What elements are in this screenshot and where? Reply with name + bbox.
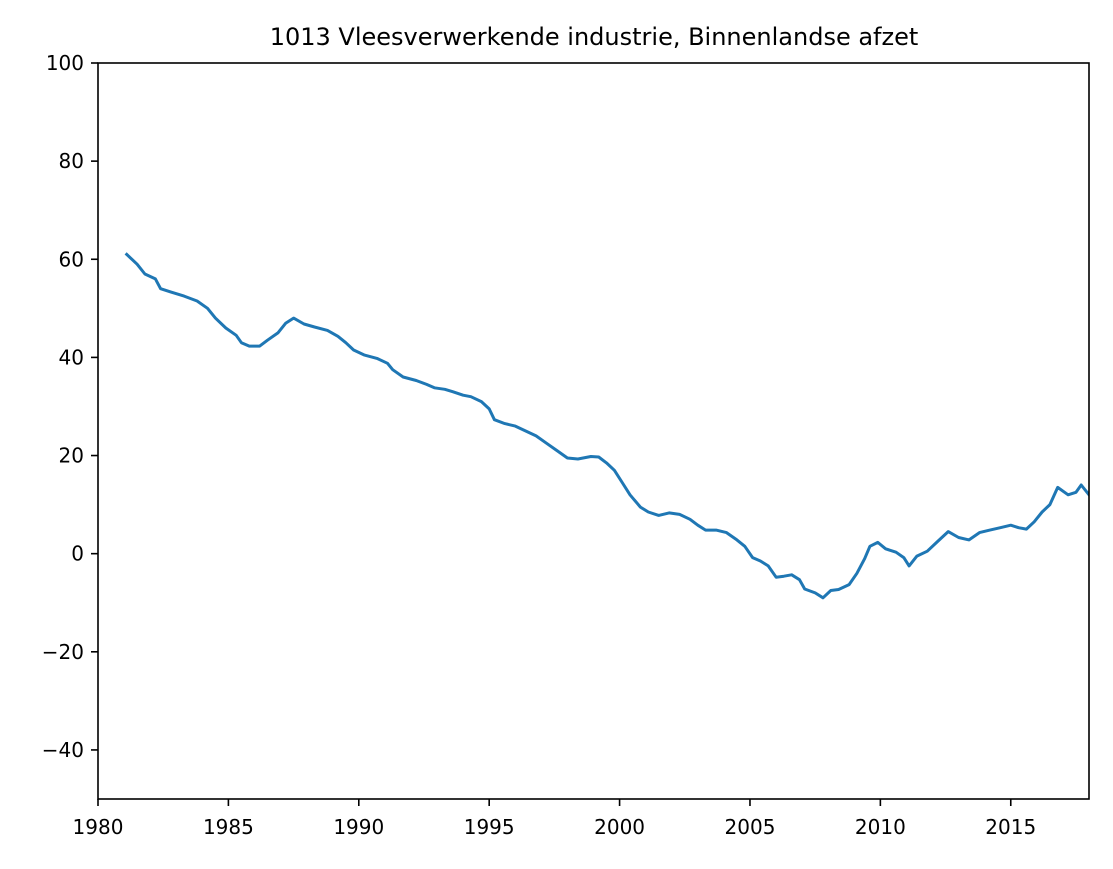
plot-frame (97, 62, 1090, 800)
x-tick-label: 2005 (725, 815, 776, 839)
x-tick-label: 1985 (203, 815, 254, 839)
y-tick-label: −40 (42, 738, 84, 762)
series-line-0 (124, 252, 1089, 600)
chart-title: 1013 Vleesverwerkende industrie, Binnenl… (270, 23, 919, 51)
y-tick-label: 40 (59, 345, 84, 369)
axes-layer: 1980 1985 1990 1995 2000 2005 2010 2015 −40 −20 0 2… (42, 51, 1090, 839)
y-tick-label: 0 (71, 542, 84, 566)
y-tick-label: 60 (59, 247, 84, 271)
y-tick-label: −20 (42, 640, 84, 664)
x-tick-label: 1980 (73, 815, 124, 839)
x-tick-label: 2000 (594, 815, 645, 839)
y-tick-label: 80 (59, 149, 84, 173)
x-tick-label: 2015 (985, 815, 1036, 839)
y-tick-label: 20 (59, 444, 84, 468)
y-tick-label: 100 (46, 51, 84, 75)
x-tick-label: 2010 (855, 815, 906, 839)
x-tick-label: 1995 (464, 815, 515, 839)
x-tick-label: 1990 (333, 815, 384, 839)
series-layer (124, 252, 1089, 600)
